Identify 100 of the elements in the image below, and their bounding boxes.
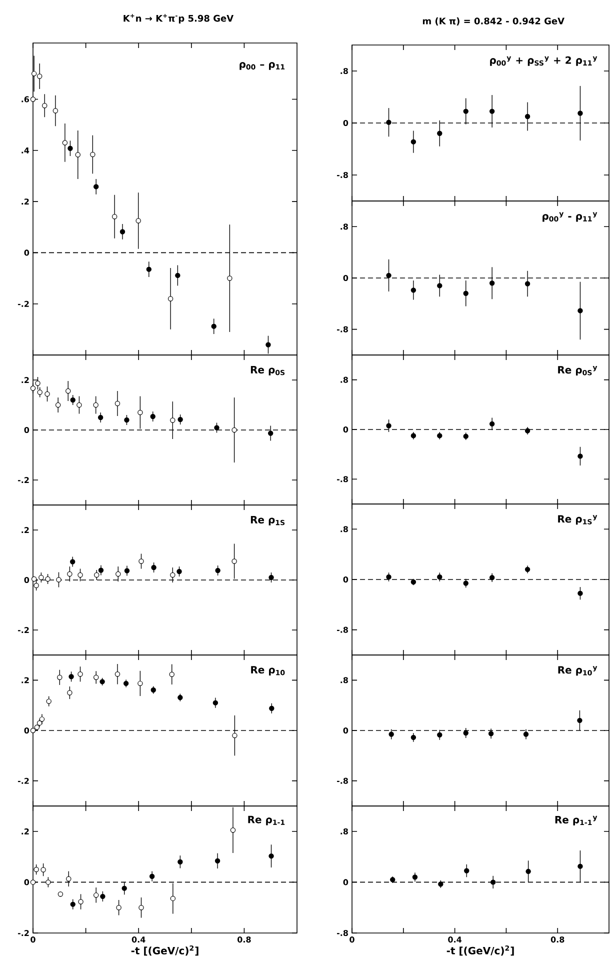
point [67, 690, 72, 696]
point [214, 858, 220, 864]
point [463, 290, 468, 296]
point [46, 698, 52, 704]
point [116, 904, 122, 910]
point [488, 731, 494, 736]
chart-title: K$^{+}$n → K$^{+}$π$^{-}$p 5.98 GeV [124, 14, 234, 24]
y-tick-label: 0 [24, 727, 30, 734]
point [463, 580, 468, 586]
point [55, 402, 61, 408]
point [410, 139, 416, 144]
point [212, 700, 218, 706]
y-tick-label: .8 [340, 68, 348, 74]
point [489, 421, 495, 427]
point [75, 152, 80, 158]
point [93, 402, 98, 408]
y-tick-label: 0 [343, 727, 348, 734]
x-axis-title: -t [(GeV/c)$^{2}$] [131, 945, 198, 956]
y-tick-label: 0 [24, 879, 30, 886]
point [266, 342, 271, 348]
point [124, 417, 130, 423]
point [524, 566, 530, 572]
point [170, 896, 176, 902]
point [227, 276, 232, 281]
x-tick-label: 0.4 [132, 936, 146, 943]
point [42, 103, 48, 108]
point [178, 416, 183, 422]
point [523, 732, 529, 737]
point [390, 877, 396, 882]
point [45, 576, 50, 582]
point [136, 218, 141, 224]
y-tick-label: .4 [22, 147, 30, 154]
point [578, 110, 583, 116]
point [386, 272, 392, 278]
point [410, 288, 416, 293]
point [124, 568, 130, 574]
point [410, 433, 416, 438]
point [57, 674, 62, 680]
y-tick-label: -.2 [18, 300, 29, 307]
point [100, 894, 106, 900]
point [151, 564, 156, 570]
point [30, 96, 36, 102]
point [98, 568, 104, 573]
y-tick-label: 0 [24, 576, 30, 584]
y-tick-label: .2 [22, 828, 29, 834]
y-tick-label: .2 [22, 377, 29, 383]
y-tick-label: -.2 [18, 778, 29, 784]
point [67, 571, 72, 577]
point [232, 427, 237, 433]
y-tick-label: 0 [343, 879, 348, 886]
point [232, 558, 237, 564]
point [46, 880, 51, 885]
point [122, 886, 127, 891]
point [93, 674, 99, 680]
y-tick-label: -.8 [336, 930, 348, 936]
point [230, 828, 236, 833]
point [386, 574, 392, 580]
point [437, 574, 442, 580]
y-tick-label: -.8 [336, 326, 348, 332]
point [66, 388, 71, 394]
point [178, 859, 183, 864]
point [38, 574, 44, 580]
point [489, 575, 495, 580]
point [437, 433, 442, 438]
point [30, 880, 36, 885]
point [386, 423, 392, 428]
point [114, 672, 120, 677]
y-tick-label: -.8 [336, 626, 348, 633]
point [170, 418, 176, 423]
point [78, 672, 83, 677]
point [269, 706, 274, 711]
annotation: Re ρ$_{0S}$ [250, 366, 285, 376]
point [150, 687, 156, 693]
point [578, 590, 583, 596]
y-tick-label: .8 [340, 677, 348, 684]
point [44, 391, 50, 397]
point [489, 108, 495, 114]
y-tick-label: .8 [340, 224, 348, 230]
point [176, 568, 182, 574]
y-tick-label: -.2 [18, 477, 29, 483]
point [52, 108, 58, 114]
point [93, 892, 99, 898]
y-tick-label: -.2 [18, 930, 29, 936]
point [37, 390, 42, 395]
y-tick-label: .2 [22, 677, 29, 684]
x-tick-label: 0.8 [550, 936, 564, 943]
point [168, 296, 174, 302]
point [437, 283, 442, 288]
point [524, 428, 530, 434]
point [578, 308, 583, 314]
point [146, 266, 152, 272]
point [388, 732, 394, 737]
point [112, 214, 118, 220]
point [31, 576, 37, 582]
point [58, 892, 64, 897]
point [35, 380, 40, 386]
point [94, 572, 100, 578]
point [386, 120, 392, 125]
point [78, 572, 83, 578]
y-tick-label: -.8 [336, 476, 348, 482]
